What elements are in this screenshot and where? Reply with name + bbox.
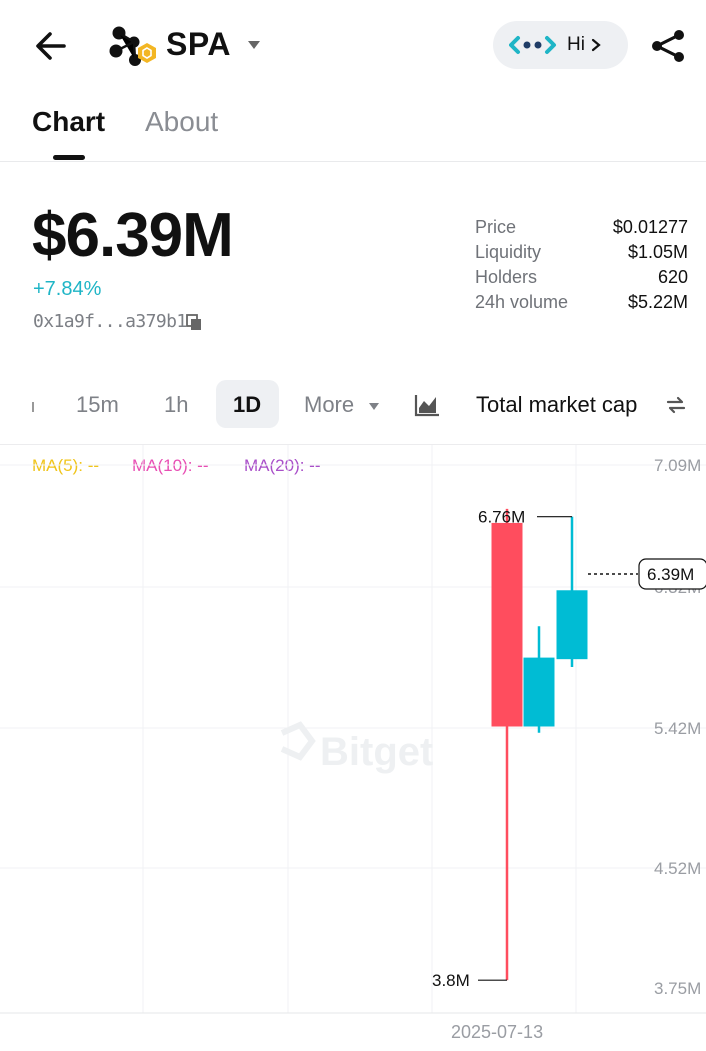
watermark-icon: [280, 721, 316, 761]
y-axis-tick-label: 7.09M: [654, 456, 701, 475]
divider: [0, 161, 706, 162]
current-price-label: 6.39M: [647, 565, 694, 584]
back-button[interactable]: [30, 26, 70, 66]
candle-body: [556, 590, 588, 660]
token-logo: [108, 25, 156, 67]
active-tab-indicator: [53, 155, 85, 160]
token-stats: Price $0.01277 Liquidity $1.05M Holders …: [475, 215, 688, 315]
interval-1d-button[interactable]: [216, 380, 279, 428]
y-axis-tick-label: 3.75M: [654, 979, 701, 998]
interval-more[interactable]: More: [304, 392, 355, 417]
caret-down-icon[interactable]: [369, 403, 379, 411]
hi-assistant-button[interactable]: Hi: [493, 21, 628, 69]
token-logo-icon: [109, 26, 156, 66]
stat-value: $5.22M: [627, 292, 688, 312]
interval-15m[interactable]: 15m: [76, 392, 119, 417]
candle-body: [491, 522, 523, 727]
tab-about[interactable]: About: [145, 106, 219, 137]
arrow-left-icon: [36, 32, 66, 60]
interval-1h[interactable]: 1h: [164, 392, 189, 417]
x-axis-date-label: 2025-07-13: [451, 1022, 544, 1042]
interval-1d[interactable]: 1D: [233, 392, 262, 417]
token-name[interactable]: SPA: [166, 26, 231, 62]
metric-selector[interactable]: Total market cap: [476, 392, 638, 417]
candle-body: [523, 657, 555, 727]
watermark: Bitget: [320, 730, 433, 774]
hi-label: Hi: [567, 34, 585, 55]
copy-icon[interactable]: [186, 314, 202, 330]
candlestick-chart[interactable]: Bitget7.09M6.32M5.42M4.52M3.75M6.76M3.8M…: [0, 445, 706, 1051]
share-button[interactable]: [650, 28, 686, 64]
chevron-right-icon: [591, 38, 601, 52]
divider: [0, 444, 706, 445]
stat-value: $0.01277: [612, 217, 688, 237]
stat-label: 24h volume: [475, 292, 569, 312]
stat-label: Holders: [475, 267, 538, 287]
share-icon: [652, 30, 684, 62]
area-chart-icon[interactable]: [414, 393, 440, 417]
high-label: 6.76M: [478, 508, 525, 527]
tab-chart[interactable]: Chart: [32, 106, 106, 137]
contract-address: 0x1a9f...a379b1: [33, 311, 187, 332]
caret-down-icon[interactable]: [247, 40, 261, 50]
y-axis-tick-label: 5.42M: [654, 719, 701, 738]
stat-label: Liquidity: [475, 242, 542, 262]
stat-volume: 24h volume $5.22M: [475, 290, 688, 315]
stat-label: Price: [475, 217, 517, 237]
stat-holders: Holders 620: [475, 265, 688, 290]
current-price-box: [638, 558, 706, 590]
swap-icon[interactable]: [666, 396, 686, 414]
assistant-icon: [509, 36, 556, 54]
stat-value: 620: [657, 267, 688, 287]
market-cap-value: $6.39M: [32, 201, 234, 270]
stat-price: Price $0.01277: [475, 215, 688, 240]
y-axis-tick-label: 4.52M: [654, 859, 701, 878]
scroll-edge-marker: [32, 402, 34, 412]
low-label: 3.8M: [432, 971, 470, 990]
price-change: +7.84%: [33, 278, 102, 300]
stat-value: $1.05M: [627, 242, 688, 262]
stat-liquidity: Liquidity $1.05M: [475, 240, 688, 265]
